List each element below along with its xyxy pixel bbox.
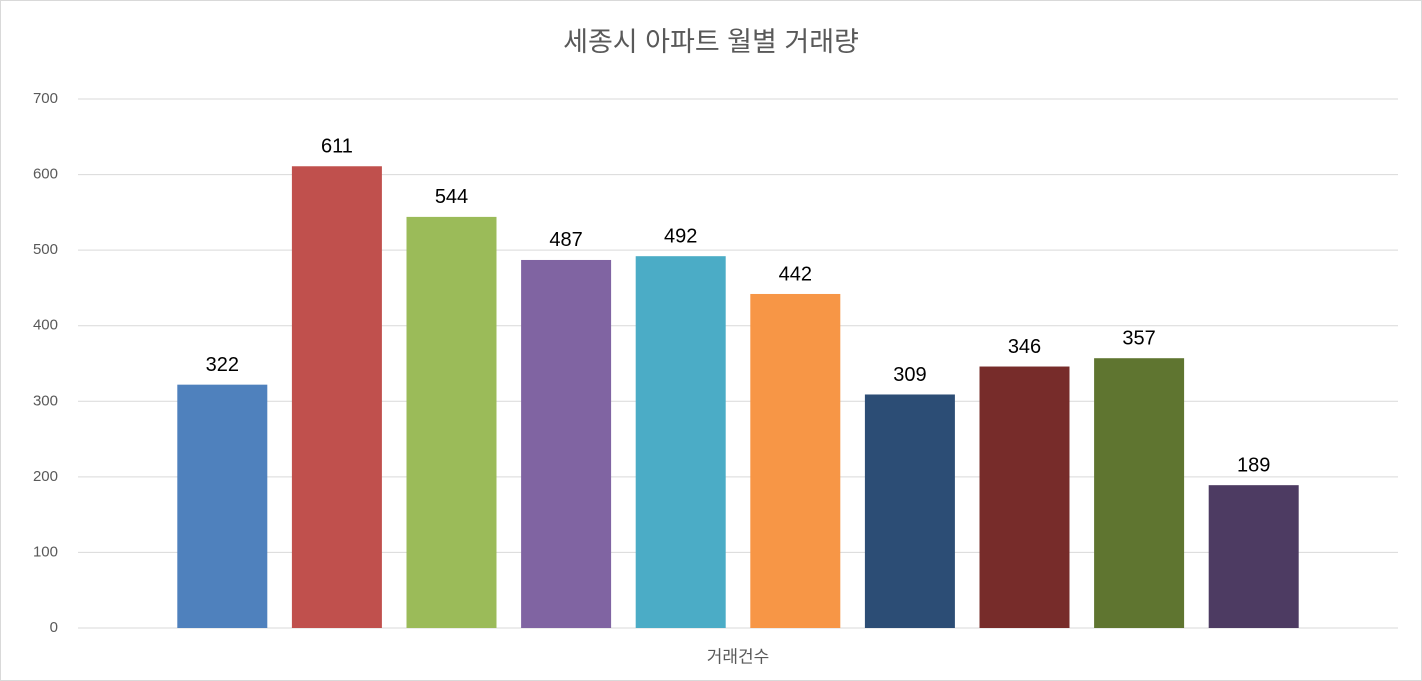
y-tick-label: 0 (50, 619, 58, 636)
bar (635, 256, 726, 628)
y-tick-label: 700 (33, 90, 58, 107)
y-tick-label: 400 (33, 317, 58, 334)
chart-title: 세종시 아파트 월별 거래량 (563, 27, 859, 57)
data-label: 544 (435, 186, 468, 208)
bar (521, 259, 612, 628)
bar (1208, 485, 1299, 628)
data-label: 357 (1122, 327, 1155, 349)
data-label: 309 (893, 364, 926, 386)
data-label: 611 (321, 136, 353, 158)
y-tick-label: 100 (33, 543, 58, 560)
bar (750, 293, 841, 628)
y-tick-label: 200 (33, 468, 58, 485)
data-label: 189 (1237, 454, 1270, 476)
y-tick-label: 600 (33, 166, 58, 183)
data-label: 442 (779, 263, 812, 285)
data-label: 346 (1008, 336, 1041, 358)
data-label: 322 (206, 354, 239, 376)
bar (864, 394, 955, 628)
data-label: 487 (549, 229, 582, 251)
bar (177, 384, 268, 628)
y-tick-label: 300 (33, 392, 58, 409)
x-tick-label: 거래건수 (707, 647, 770, 666)
bar (979, 366, 1070, 628)
y-tick-label: 500 (33, 241, 58, 258)
data-label: 492 (664, 225, 697, 247)
bar (291, 166, 382, 628)
bar (406, 216, 497, 629)
bar (1094, 358, 1185, 628)
